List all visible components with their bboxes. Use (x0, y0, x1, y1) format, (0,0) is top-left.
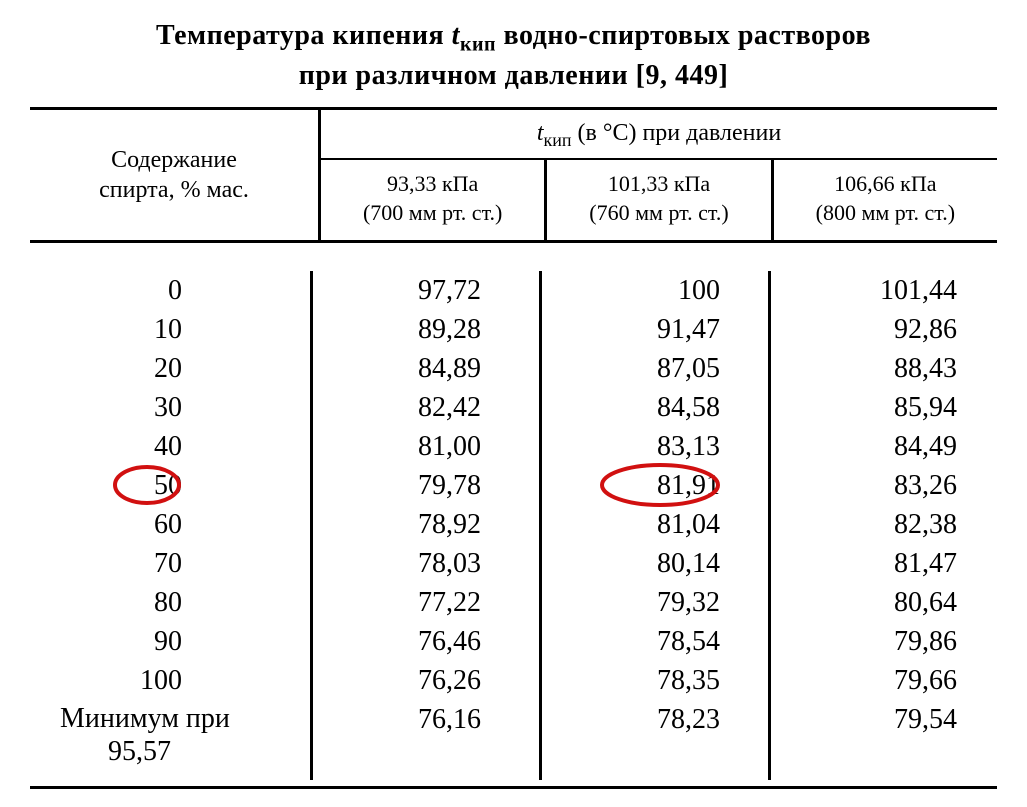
pressure-mm: (800 мм рт. ст.) (816, 200, 955, 225)
val-cell: 101,44 (771, 271, 997, 310)
span-post: (в °C) при давлении (572, 120, 782, 146)
val-cell: 92,86 (771, 310, 997, 349)
val-cell: 91,47 (542, 310, 768, 349)
pressure-mm: (700 мм рт. ст.) (363, 200, 502, 225)
val-cell: 79,54 (771, 700, 997, 739)
val-cell: 97,72 (313, 271, 539, 310)
val-cell: 76,46 (313, 622, 539, 661)
val-cell: 81,91 (542, 466, 768, 505)
pct-cell: 10 (30, 310, 310, 349)
val-cell: 78,35 (542, 661, 768, 700)
val-cell: 81,47 (771, 544, 997, 583)
val-cell: 79,78 (313, 466, 539, 505)
val-cell: 81,04 (542, 505, 768, 544)
span-var-sub: кип (544, 129, 572, 149)
pct-cell: 70 (30, 544, 310, 583)
val-cell: 82,42 (313, 388, 539, 427)
row-header-label: Содержаниеспирта, % мас. (30, 110, 318, 240)
title-var-sub: кип (460, 34, 496, 56)
title-line1-post: водно-спиртовых растворов (496, 20, 871, 51)
val-cell: 78,92 (313, 505, 539, 544)
val-cell: 84,49 (771, 427, 997, 466)
val-cell: 80,14 (542, 544, 768, 583)
val-cell: 85,94 (771, 388, 997, 427)
span-header-label: tкип (в °C) при давлении (321, 110, 997, 161)
pressure-col-2: 101,33 кПа (760 мм рт. ст.) (544, 160, 770, 239)
pct-cell: 80 (30, 583, 310, 622)
val-cell: 82,38 (771, 505, 997, 544)
val-cell: 87,05 (542, 349, 768, 388)
span-var: t (537, 120, 544, 146)
val-cell: 76,26 (313, 661, 539, 700)
pressure-col-3: 106,66 кПа (800 мм рт. ст.) (771, 160, 997, 239)
val-cell: 81,00 (313, 427, 539, 466)
val-cell: 78,54 (542, 622, 768, 661)
min-label-cell: Минимум при95,57 (30, 700, 310, 780)
val-cell: 83,26 (771, 466, 997, 505)
val-cell: 80,64 (771, 583, 997, 622)
title-line2: при различном давлении [9, 449] (299, 60, 729, 91)
title-var: t (452, 20, 460, 51)
pct-cell: 0 (30, 271, 310, 310)
val-cell: 79,86 (771, 622, 997, 661)
val-cell: 76,16 (313, 700, 539, 739)
pct-cell: 90 (30, 622, 310, 661)
val-cell: 83,13 (542, 427, 768, 466)
val-cell: 84,89 (313, 349, 539, 388)
pressure-kpa: 106,66 кПа (834, 171, 936, 196)
table-header: Содержаниеспирта, % мас. tкип (в °C) при… (30, 110, 997, 240)
pct-cell: 30 (30, 388, 310, 427)
table-title: Температура кипения tкип водно-спиртовых… (30, 18, 997, 93)
pressure-kpa: 93,33 кПа (387, 171, 478, 196)
pressure-mm: (760 мм рт. ст.) (589, 200, 728, 225)
pressure-kpa: 101,33 кПа (608, 171, 710, 196)
val-cell: 78,23 (542, 700, 768, 739)
val-cell: 100 (542, 271, 768, 310)
pct-cell: 100 (30, 661, 310, 700)
val-cell: 84,58 (542, 388, 768, 427)
pct-cell: 50 (30, 466, 310, 505)
table-bottom-rule (30, 786, 997, 789)
pressure-header-row: 93,33 кПа (700 мм рт. ст.) 101,33 кПа (7… (321, 160, 997, 239)
val-cell: 79,32 (542, 583, 768, 622)
table-body: 0102030405060708090100Минимум при95,57 9… (30, 243, 997, 780)
val-cell: 79,66 (771, 661, 997, 700)
pct-cell: 60 (30, 505, 310, 544)
val-cell: 88,43 (771, 349, 997, 388)
pct-cell: 20 (30, 349, 310, 388)
val-cell: 77,22 (313, 583, 539, 622)
val-cell: 78,03 (313, 544, 539, 583)
pressure-col-1: 93,33 кПа (700 мм рт. ст.) (321, 160, 544, 239)
val-cell: 89,28 (313, 310, 539, 349)
pct-cell: 40 (30, 427, 310, 466)
title-line1-pre: Температура кипения (156, 20, 452, 51)
